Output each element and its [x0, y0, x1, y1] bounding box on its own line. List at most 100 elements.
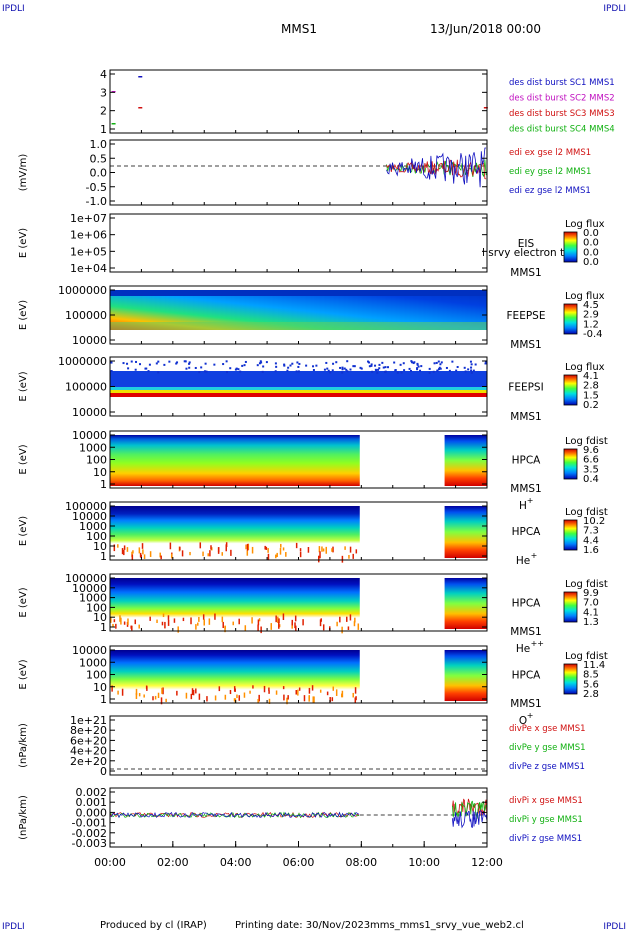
spacecraft-label: MMS1 [510, 339, 541, 351]
hpca_o-low-energy-speckle [190, 693, 193, 700]
y-axis-label: (nPa/km) [18, 723, 29, 768]
feepsi-speckle [416, 368, 419, 371]
species-charge: + [527, 496, 534, 505]
hpca_o-low-energy-speckle [354, 697, 357, 703]
hpca_hepp-low-energy-speckle [257, 619, 260, 626]
hpca_hepp-low-energy-speckle [202, 614, 205, 620]
y-tick-label: 10 [93, 466, 107, 479]
hpca_o-low-energy-speckle [198, 693, 201, 700]
hpca_o-low-energy-speckle [176, 690, 178, 696]
feepsi-speckle [188, 361, 191, 364]
hpca_hepp-low-energy-speckle [270, 623, 272, 630]
hpca_o-low-energy-speckle [117, 690, 119, 695]
hpca_hepp-low-energy-speckle [294, 622, 296, 629]
y-tick-label: 10 [93, 681, 107, 694]
feepsi-speckle [438, 368, 441, 371]
feepsi-speckle [283, 363, 286, 366]
hpca_he-low-energy-speckle [280, 543, 282, 548]
hpca_hepp-low-energy-speckle [120, 617, 122, 625]
hpca_he-low-energy-speckle [265, 546, 268, 550]
feepsi-speckle [393, 361, 396, 364]
feepsi-speckle [297, 365, 300, 368]
feepsi-speckle [325, 361, 328, 364]
feepsi-speckle [370, 363, 373, 366]
hpca_hepp-low-energy-speckle [214, 613, 216, 620]
feepsi-speckle [463, 366, 466, 369]
hpca_he-low-energy-speckle [189, 551, 191, 556]
hpca_o-low-energy-speckle [191, 688, 194, 695]
feepsi-speckle [127, 367, 130, 370]
hpca_hepp-low-energy-speckle [339, 616, 341, 623]
hpca_hepp-low-energy-speckle [134, 619, 137, 625]
feepsi-speckle [258, 362, 261, 365]
hpca_o-low-energy-speckle [287, 695, 289, 700]
hpca_hepp-low-energy-speckle [138, 624, 140, 629]
feepsi-speckle [237, 368, 240, 371]
feepsi-speckle [194, 366, 197, 369]
instrument-label: FEEPSI [508, 382, 543, 394]
feepsi-band-blue [110, 371, 487, 387]
feepsi-speckle [349, 368, 352, 371]
hpca_hepp-low-energy-speckle [198, 616, 200, 622]
hpca_o-low-energy-speckle [319, 689, 322, 693]
instrument-label: HPCA [512, 455, 542, 467]
y-axis-label: E (eV) [18, 659, 29, 689]
corner-label-top-left: IPDLI [2, 4, 25, 14]
feepsi-speckle [416, 363, 419, 366]
hpca_o-low-energy-speckle [355, 696, 357, 701]
feepsi-speckle [122, 362, 125, 365]
spacecraft-title: MMS1 [281, 22, 317, 36]
hpca_he-low-energy-speckle [282, 547, 285, 551]
feepsi-speckle [403, 369, 406, 372]
panel-frame [109, 213, 488, 273]
y-tick-label: 1e+07 [70, 212, 107, 225]
colorbar-tick-label: 7.3 [583, 526, 599, 537]
hpca_he-low-energy-speckle [276, 552, 278, 557]
y-tick-label: 1.0 [90, 138, 108, 151]
feepsi-speckle [134, 368, 137, 371]
hpca_o-low-energy-speckle [298, 687, 301, 691]
feepsi-speckle [287, 366, 290, 369]
feepsi-speckle [222, 363, 225, 366]
feepsi-speckle [440, 361, 443, 364]
feepsi-speckle [259, 360, 262, 363]
hpca_hepp-low-energy-speckle [251, 617, 253, 624]
hpca_he-low-energy-speckle [341, 555, 344, 563]
feepsi-speckle [175, 362, 178, 365]
panel-frame [109, 787, 488, 848]
hpca_he-low-energy-speckle [332, 546, 334, 553]
hpca_hepp-low-energy-speckle [164, 621, 166, 629]
y-tick-label: 1 [100, 550, 107, 563]
hpca_o-low-energy-speckle [160, 697, 163, 705]
hpca_hepp-low-energy-speckle [260, 626, 262, 634]
feepsi-speckle [126, 362, 129, 365]
colorbar-title: Log fdist [565, 579, 608, 590]
hpca_o-low-energy-speckle [275, 690, 278, 695]
hpca_hepp-low-energy-speckle [149, 616, 151, 621]
hpca_he-low-energy-speckle [279, 547, 282, 555]
hpca_hepp-low-energy-speckle [162, 613, 165, 618]
feepsi-speckle [225, 360, 228, 363]
feepse-low-energy-band [110, 322, 487, 330]
hpca_he-low-energy-speckle [348, 554, 350, 559]
feepsi-speckle [135, 360, 138, 363]
feepsi-speckle [213, 363, 216, 366]
hpca_o-low-energy-speckle [329, 697, 331, 703]
colorbar-tick-label: 8.5 [583, 670, 599, 681]
colorbar-tick-label: 7.0 [583, 598, 599, 609]
hpca_o-low-energy-speckle [308, 687, 311, 694]
hpca_hepp-low-energy-speckle [244, 625, 247, 631]
hpca_hepp-low-energy-speckle [291, 622, 293, 629]
divpi-trace-early [109, 811, 360, 819]
x-tick-label: 12:00 [471, 856, 503, 869]
hpca_o-low-energy-speckle [263, 685, 266, 693]
spacecraft-label: MMS1 [510, 626, 541, 638]
feepsi-speckle [147, 370, 150, 373]
feepsi-speckle [274, 370, 277, 373]
y-tick-label: 100000 [65, 309, 107, 322]
feepsi-speckle [353, 365, 356, 368]
feepsi-speckle [420, 365, 423, 368]
overlay-text: l srvy electron to [482, 247, 571, 259]
date-time-title: 13/Jun/2018 00:00 [430, 22, 542, 36]
